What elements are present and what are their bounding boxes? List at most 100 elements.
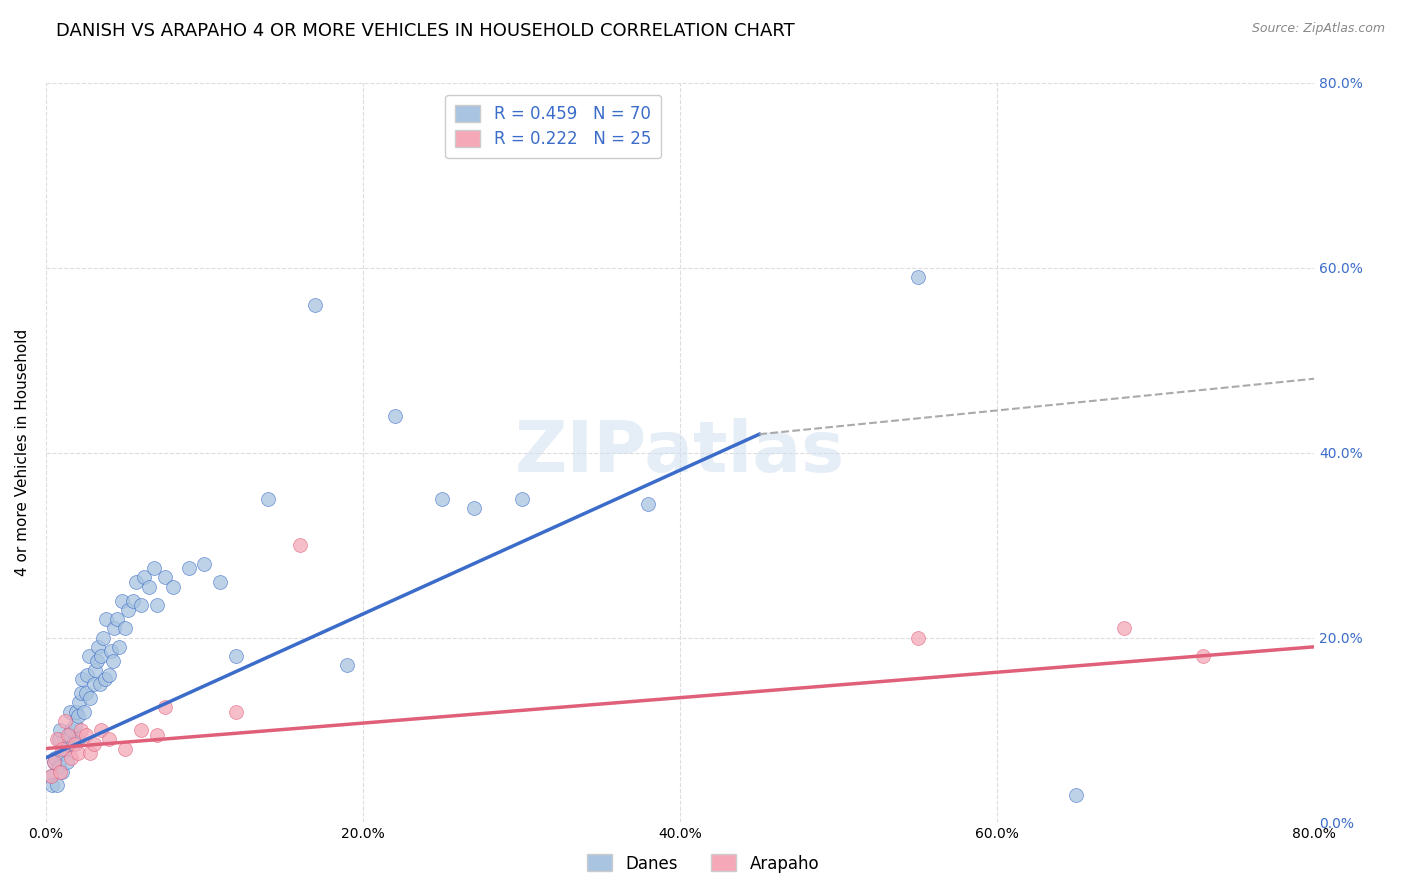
Point bbox=[225, 705, 247, 719]
Point bbox=[122, 593, 145, 607]
Point bbox=[63, 737, 86, 751]
Point bbox=[114, 621, 136, 635]
Point bbox=[48, 760, 70, 774]
Point bbox=[73, 705, 96, 719]
Point bbox=[103, 621, 125, 635]
Point bbox=[70, 686, 93, 700]
Point bbox=[86, 654, 108, 668]
Point bbox=[100, 644, 122, 658]
Point bbox=[146, 599, 169, 613]
Text: Source: ZipAtlas.com: Source: ZipAtlas.com bbox=[1251, 22, 1385, 36]
Point bbox=[384, 409, 406, 423]
Text: DANISH VS ARAPAHO 4 OR MORE VEHICLES IN HOUSEHOLD CORRELATION CHART: DANISH VS ARAPAHO 4 OR MORE VEHICLES IN … bbox=[56, 22, 794, 40]
Point bbox=[89, 677, 111, 691]
Point bbox=[432, 491, 454, 506]
Point bbox=[87, 640, 110, 654]
Point bbox=[336, 658, 359, 673]
Point bbox=[90, 723, 112, 737]
Point bbox=[70, 723, 93, 737]
Point bbox=[39, 769, 62, 783]
Point bbox=[129, 599, 152, 613]
Point bbox=[51, 746, 73, 760]
Point bbox=[111, 593, 134, 607]
Point bbox=[114, 741, 136, 756]
Point bbox=[46, 779, 69, 793]
Point bbox=[134, 570, 156, 584]
Point bbox=[1066, 788, 1088, 802]
Point bbox=[304, 298, 326, 312]
Point bbox=[93, 672, 115, 686]
Point bbox=[90, 649, 112, 664]
Point bbox=[55, 756, 77, 770]
Point bbox=[66, 709, 89, 723]
Point bbox=[79, 746, 101, 760]
Point bbox=[62, 737, 84, 751]
Point bbox=[105, 612, 128, 626]
Point bbox=[142, 561, 165, 575]
Point bbox=[125, 575, 148, 590]
Point bbox=[129, 723, 152, 737]
Point bbox=[153, 699, 176, 714]
Point bbox=[108, 640, 131, 654]
Point bbox=[66, 746, 89, 760]
Point bbox=[79, 690, 101, 705]
Point bbox=[637, 497, 659, 511]
Point bbox=[72, 672, 94, 686]
Point bbox=[65, 705, 87, 719]
Point bbox=[46, 732, 69, 747]
Y-axis label: 4 or more Vehicles in Household: 4 or more Vehicles in Household bbox=[15, 329, 30, 576]
Point bbox=[53, 714, 76, 728]
Point bbox=[44, 750, 66, 764]
Point bbox=[907, 270, 929, 285]
Point bbox=[1112, 621, 1135, 635]
Point bbox=[193, 557, 215, 571]
Point bbox=[1192, 649, 1215, 664]
Point bbox=[42, 756, 65, 770]
Point bbox=[49, 764, 72, 779]
Point bbox=[48, 732, 70, 747]
Point bbox=[91, 631, 114, 645]
Point bbox=[63, 718, 86, 732]
Point bbox=[907, 631, 929, 645]
Point bbox=[83, 677, 105, 691]
Point bbox=[98, 667, 121, 681]
Point bbox=[42, 756, 65, 770]
Point bbox=[463, 501, 485, 516]
Point bbox=[209, 575, 232, 590]
Point bbox=[53, 741, 76, 756]
Point bbox=[84, 663, 107, 677]
Point bbox=[59, 705, 82, 719]
Point bbox=[59, 728, 82, 742]
Point bbox=[138, 580, 160, 594]
Point bbox=[56, 728, 79, 742]
Point bbox=[51, 764, 73, 779]
Point bbox=[75, 686, 97, 700]
Point bbox=[117, 603, 139, 617]
Point bbox=[96, 612, 118, 626]
Point bbox=[257, 491, 280, 506]
Point bbox=[75, 728, 97, 742]
Point bbox=[39, 769, 62, 783]
Point bbox=[288, 538, 311, 552]
Point bbox=[66, 732, 89, 747]
Point bbox=[51, 741, 73, 756]
Point bbox=[83, 737, 105, 751]
Point bbox=[60, 723, 83, 737]
Legend: Danes, Arapaho: Danes, Arapaho bbox=[581, 847, 825, 880]
Point bbox=[510, 491, 533, 506]
Point bbox=[77, 649, 100, 664]
Point bbox=[76, 667, 98, 681]
Point bbox=[41, 779, 63, 793]
Point bbox=[98, 732, 121, 747]
Point bbox=[67, 695, 90, 709]
Point bbox=[153, 570, 176, 584]
Point bbox=[101, 654, 124, 668]
Text: ZIPatlas: ZIPatlas bbox=[515, 418, 845, 487]
Point bbox=[225, 649, 247, 664]
Point bbox=[56, 737, 79, 751]
Point bbox=[60, 750, 83, 764]
Point bbox=[177, 561, 200, 575]
Point bbox=[146, 728, 169, 742]
Point bbox=[49, 723, 72, 737]
Point bbox=[162, 580, 184, 594]
